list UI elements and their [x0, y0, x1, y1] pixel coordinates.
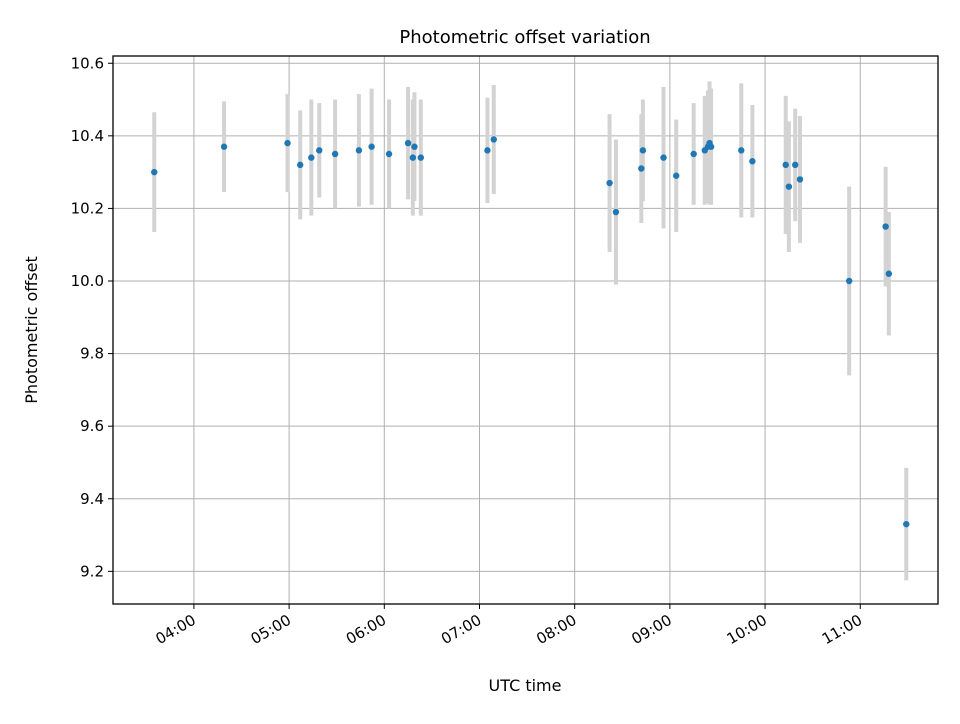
data-point — [785, 183, 793, 190]
data-point — [845, 277, 853, 285]
data-point — [490, 136, 497, 143]
data-point — [707, 143, 715, 150]
data-point — [690, 150, 697, 158]
y-tick-label: 10.2 — [71, 199, 104, 217]
data-point — [411, 143, 418, 150]
data-point — [409, 154, 417, 161]
data-point — [316, 147, 323, 154]
data-point — [606, 179, 613, 187]
data-point — [885, 270, 893, 277]
plot-frame — [112, 55, 939, 605]
data-point — [297, 161, 304, 169]
data-point — [796, 176, 804, 183]
y-tick-label: 9.8 — [80, 345, 104, 363]
y-axis-label: Photometric offset — [22, 256, 41, 404]
data-point — [882, 223, 889, 230]
y-tick-label: 10.6 — [71, 54, 104, 72]
data-point — [151, 168, 158, 176]
data-point — [639, 147, 647, 154]
data-points — [151, 136, 910, 528]
y-tick-label: 9.4 — [80, 490, 104, 508]
data-point — [385, 150, 393, 158]
data-point — [308, 154, 315, 161]
data-point — [220, 143, 228, 150]
data-point — [660, 154, 667, 161]
y-tick-label: 9.6 — [80, 417, 104, 435]
x-axis-label: UTC time — [489, 676, 562, 695]
data-point — [673, 172, 680, 179]
data-point — [417, 154, 424, 161]
data-point — [738, 147, 745, 154]
chart-title: Photometric offset variation — [399, 27, 650, 48]
data-point — [404, 139, 412, 147]
data-point — [638, 165, 645, 172]
y-tick-label: 10.0 — [71, 272, 104, 290]
data-point — [749, 158, 756, 165]
data-point — [355, 147, 363, 154]
data-point — [284, 139, 291, 147]
data-point — [484, 147, 491, 154]
data-point — [368, 143, 375, 150]
data-point — [331, 150, 339, 158]
data-point — [792, 161, 799, 169]
data-point — [903, 520, 910, 528]
y-tick-label: 10.4 — [71, 127, 104, 145]
data-point — [612, 208, 620, 216]
y-tick-label: 9.2 — [80, 562, 104, 580]
data-point — [782, 161, 789, 169]
